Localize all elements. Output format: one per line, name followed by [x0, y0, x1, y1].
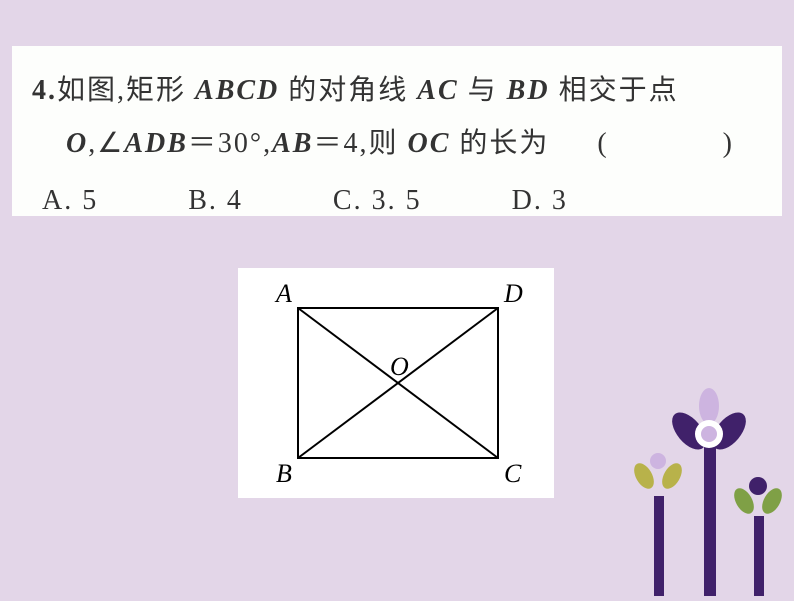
- txt-mid1: 的对角线: [279, 75, 417, 106]
- txt-ac: AC: [417, 75, 458, 106]
- txt-ab: AB: [272, 128, 313, 159]
- option-c: C. 3. 5: [333, 174, 422, 227]
- question-card: 4.如图,矩形 ABCD 的对角线 AC 与 BD 相交于点 O,∠ADB＝30…: [12, 46, 782, 216]
- txt-tail: 的长为: [450, 128, 549, 159]
- svg-text:C: C: [504, 459, 522, 488]
- flower-decoration: [594, 376, 794, 596]
- svg-text:O: O: [390, 352, 409, 381]
- options-row: A. 5 B. 4 C. 3. 5 D. 3: [32, 174, 762, 227]
- txt-adb: ADB: [124, 128, 188, 159]
- diagram-container: A D B C O: [238, 268, 554, 498]
- txt-mid2: 与: [459, 75, 507, 106]
- rectangle-diagram: A D B C O: [238, 268, 554, 498]
- svg-text:D: D: [503, 279, 523, 308]
- option-d: D. 3: [512, 174, 568, 227]
- question-line-2: O,∠ADB＝30°,AB＝4,则 OC 的长为 ( ): [32, 117, 762, 170]
- svg-text:B: B: [276, 459, 292, 488]
- txt-abcd: ABCD: [195, 75, 279, 106]
- answer-paren: ( ): [597, 117, 752, 170]
- txt-bd: BD: [507, 75, 550, 106]
- txt-angle: ∠: [97, 128, 124, 159]
- txt-c1: ,: [88, 128, 97, 159]
- question-line-1: 4.如图,矩形 ABCD 的对角线 AC 与 BD 相交于点: [32, 64, 762, 117]
- txt-oc: OC: [408, 128, 451, 159]
- txt-post: 相交于点: [550, 75, 679, 106]
- txt-eq1: ＝30°,: [188, 128, 272, 159]
- txt-pre: 如图,矩形: [57, 75, 195, 106]
- svg-text:A: A: [274, 279, 292, 308]
- txt-eq2: ＝4,则: [313, 128, 407, 159]
- option-a: A. 5: [42, 174, 98, 227]
- txt-o: O: [66, 128, 88, 159]
- decoration: [594, 376, 794, 596]
- option-b: B. 4: [188, 174, 243, 227]
- question-number: 4.: [32, 75, 57, 106]
